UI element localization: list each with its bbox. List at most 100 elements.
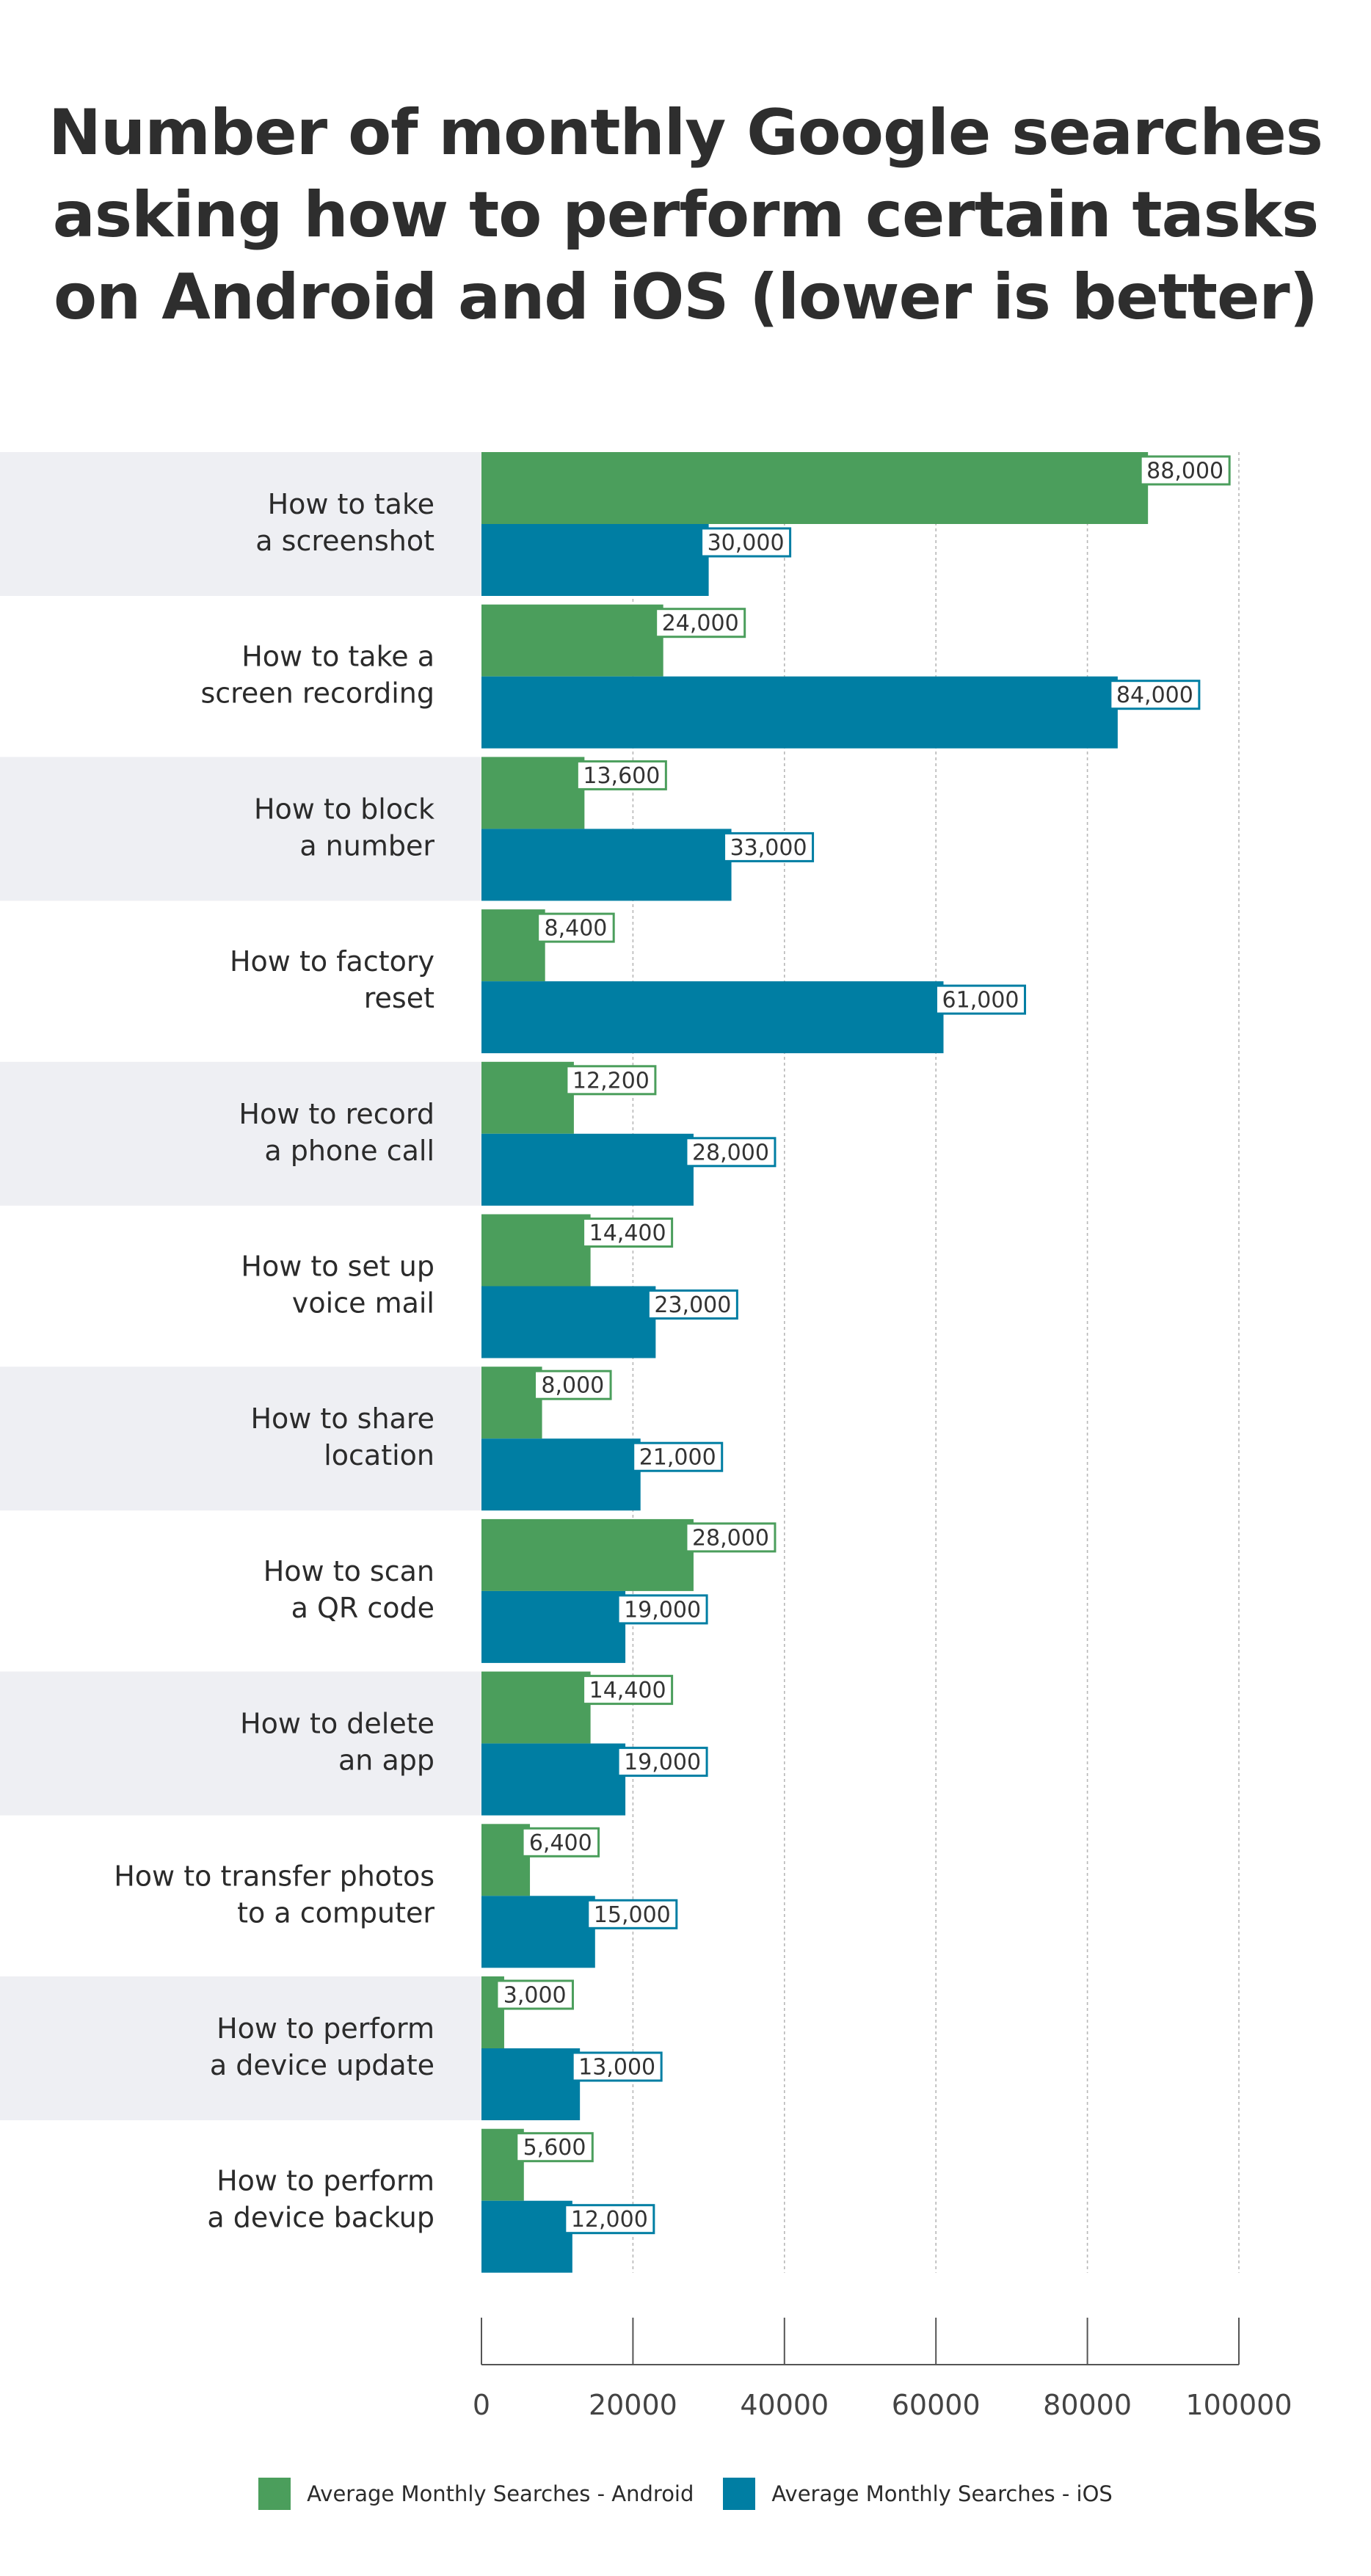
ios-value-box-1 <box>1109 680 1201 710</box>
ios-value-label-1: 84,000 <box>1116 683 1193 708</box>
category-label-line: a phone call <box>264 1135 434 1167</box>
ios-bar-6 <box>481 1438 641 1511</box>
legend-item-ios: Average Monthly Searches - iOS <box>723 2478 1113 2510</box>
ios-bar-3 <box>481 981 944 1054</box>
category-label-7: How to scan a QR code <box>263 1555 434 1624</box>
ios-value-label-3: 61,000 <box>942 988 1019 1014</box>
x-tick-label-2: 40000 <box>740 2389 829 2421</box>
category-label-line: How to transfer photos <box>114 1860 434 1892</box>
ios-value-box-9 <box>586 1899 678 1929</box>
android-bar-2 <box>481 757 585 829</box>
android-value-box-6 <box>534 1369 612 1400</box>
android-bar-5 <box>481 1214 591 1287</box>
legend: Average Monthly Searches - Android Avera… <box>0 2472 1371 2516</box>
category-label-2: How to block a number <box>254 793 434 862</box>
legend-label-ios: Average Monthly Searches - iOS <box>771 2481 1113 2506</box>
android-value-label-1: 24,000 <box>662 611 739 636</box>
category-label-1: How to take a screen recording <box>200 641 434 710</box>
android-bar-7 <box>481 1518 694 1591</box>
x-tick-label-1: 20000 <box>589 2389 677 2421</box>
category-label-line: a QR code <box>291 1592 434 1624</box>
android-value-label-9: 6,400 <box>529 1830 592 1856</box>
category-label-line: How to record <box>239 1098 434 1130</box>
category-label-0: How to take a screenshot <box>255 488 434 557</box>
ios-bar-0 <box>481 524 709 596</box>
ios-value-label-7: 19,000 <box>624 1597 701 1623</box>
ios-value-label-11: 12,000 <box>571 2207 648 2233</box>
android-bar-0 <box>481 452 1149 524</box>
category-label-line: location <box>324 1439 434 1471</box>
legend-swatch-ios <box>723 2478 756 2510</box>
category-label-line: a number <box>299 829 434 862</box>
android-bar-1 <box>481 604 663 677</box>
category-label-5: How to set up voice mail <box>241 1251 434 1320</box>
row-band-8 <box>0 1671 481 1816</box>
ios-bar-4 <box>481 1133 694 1206</box>
x-tick-label-0: 0 <box>473 2389 490 2421</box>
category-label-11: How to perform a device backup <box>207 2165 434 2234</box>
ios-value-box-7 <box>617 1594 708 1625</box>
category-label-4: How to record a phone call <box>239 1098 434 1167</box>
ios-bar-5 <box>481 1286 656 1358</box>
android-value-box-1 <box>655 608 746 638</box>
category-label-line: to a computer <box>237 1896 434 1929</box>
android-value-box-3 <box>537 912 615 943</box>
android-bar-3 <box>481 909 545 982</box>
android-value-label-7: 28,000 <box>692 1525 769 1551</box>
category-label-3: How to factory reset <box>230 945 434 1014</box>
ios-value-box-11 <box>564 2204 655 2235</box>
android-value-label-8: 14,400 <box>589 1678 666 1703</box>
row-band-6 <box>0 1367 481 1511</box>
category-label-line: How to factory <box>230 945 434 978</box>
android-value-box-4 <box>565 1065 657 1096</box>
category-label-line: screen recording <box>200 677 434 710</box>
ios-value-box-3 <box>935 984 1027 1015</box>
category-label-8: How to delete an app <box>240 1708 434 1777</box>
android-bar-6 <box>481 1367 542 1439</box>
ios-bar-2 <box>481 829 732 901</box>
ios-value-label-6: 21,000 <box>639 1445 716 1471</box>
android-bar-4 <box>481 1061 574 1134</box>
ios-value-label-0: 30,000 <box>708 531 785 556</box>
ios-bar-1 <box>481 676 1118 749</box>
row-band-2 <box>0 757 481 901</box>
android-value-box-0 <box>1139 455 1231 486</box>
ios-value-box-0 <box>700 527 792 558</box>
android-value-label-4: 12,200 <box>572 1068 650 1094</box>
legend-label-android: Average Monthly Searches - Android <box>307 2481 694 2506</box>
category-label-line: How to take <box>268 488 434 520</box>
legend-swatch-android <box>258 2478 291 2510</box>
android-value-box-9 <box>521 1827 600 1858</box>
category-label-line: How to scan <box>263 1555 434 1587</box>
android-value-label-5: 14,400 <box>589 1220 666 1246</box>
category-label-line: reset <box>364 982 434 1014</box>
ios-bar-10 <box>481 2048 581 2120</box>
chart-title: Number of monthly Google searches asking… <box>44 92 1327 338</box>
category-label-line: How to block <box>254 793 434 825</box>
category-label-line: How to perform <box>217 2165 434 2197</box>
android-value-label-11: 5,600 <box>523 2135 586 2161</box>
category-label-9: How to transfer photos to a computer <box>114 1860 434 1929</box>
row-band-0 <box>0 452 481 596</box>
category-label-line: How to share <box>250 1402 434 1435</box>
android-value-box-7 <box>685 1522 777 1553</box>
category-label-line: How to delete <box>240 1708 434 1740</box>
chart-title-line-1: Number of monthly Google searches <box>48 96 1323 170</box>
category-label-line: How to take a <box>241 641 434 673</box>
ios-value-label-10: 13,000 <box>578 2055 655 2081</box>
android-value-box-2 <box>575 760 667 790</box>
ios-bar-8 <box>481 1743 626 1816</box>
android-value-label-10: 3,000 <box>503 1983 567 2009</box>
row-band-4 <box>0 1061 481 1206</box>
category-label-line: an app <box>338 1744 434 1777</box>
ios-value-box-5 <box>647 1289 738 1320</box>
category-label-10: How to perform a device update <box>210 2012 434 2081</box>
android-value-label-3: 8,400 <box>544 916 607 942</box>
ios-bar-9 <box>481 1896 595 1968</box>
android-value-box-5 <box>582 1218 674 1248</box>
android-value-box-11 <box>515 2132 594 2163</box>
ios-value-box-6 <box>632 1441 724 1472</box>
bar-chart: How to take a screenshot How to take a scre… <box>0 452 1292 2421</box>
chart-title-line-2: asking how to perform certain tasks <box>52 178 1319 252</box>
